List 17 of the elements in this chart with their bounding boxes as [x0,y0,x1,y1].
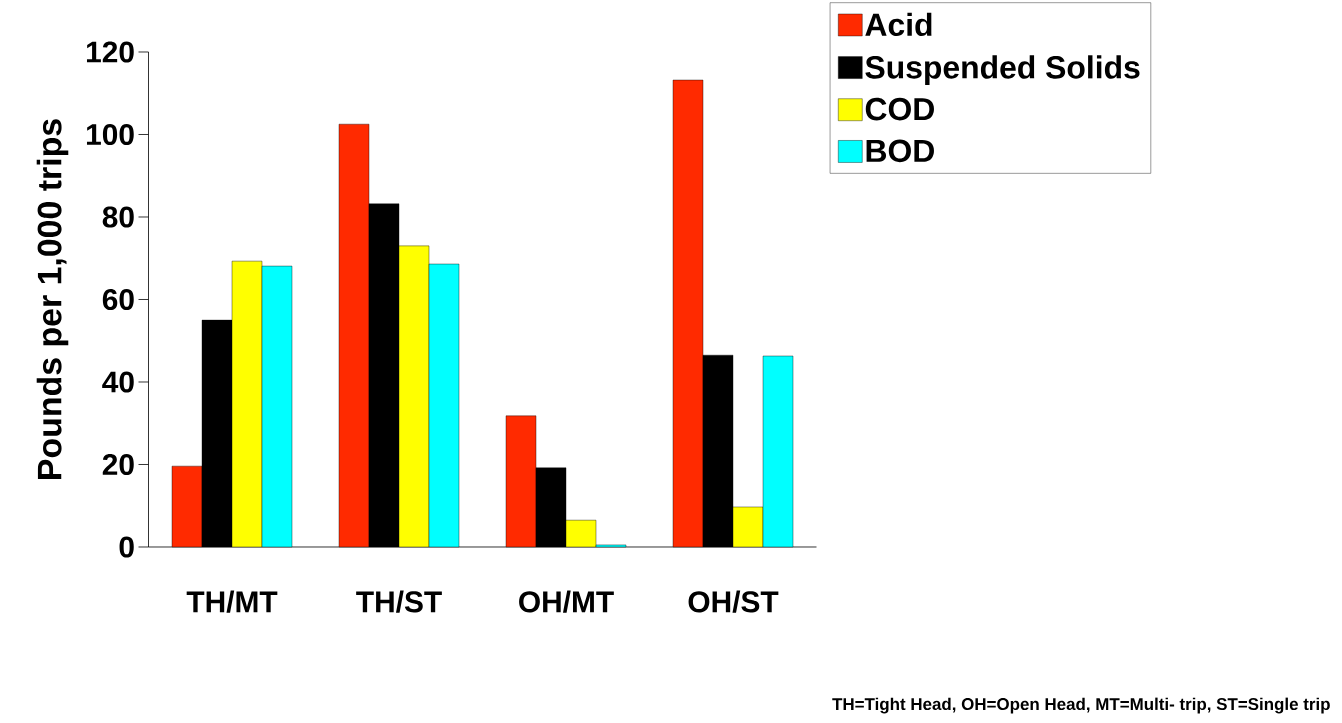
y-tick-label: 120 [86,41,134,63]
legend-label: COD [865,97,934,121]
x-tick-label: OH/MT [519,590,614,613]
x-tick-label: OH/ST [688,590,779,613]
y-tick-label: 100 [86,123,134,146]
legend-label: Suspended Solids [865,55,1140,85]
y-tick-label: 40 [102,371,134,393]
y-axis-title: Pounds per 1,000 trips [36,119,69,479]
text: TH=Tight Head, OH=Open Head, MT=Multi- trip, ST=Single trip [832,697,1330,714]
x-tick-label: TH/ST [356,590,442,613]
legend-label: Acid [865,12,932,37]
y-tick-label: 0 [119,536,134,558]
y-tick-label: 60 [102,288,134,311]
y-tick-label: 80 [102,206,134,228]
y-tick-label: 20 [102,453,134,476]
legend-label: BOD [866,139,934,163]
x-tick-label: TH/MT [186,590,278,613]
